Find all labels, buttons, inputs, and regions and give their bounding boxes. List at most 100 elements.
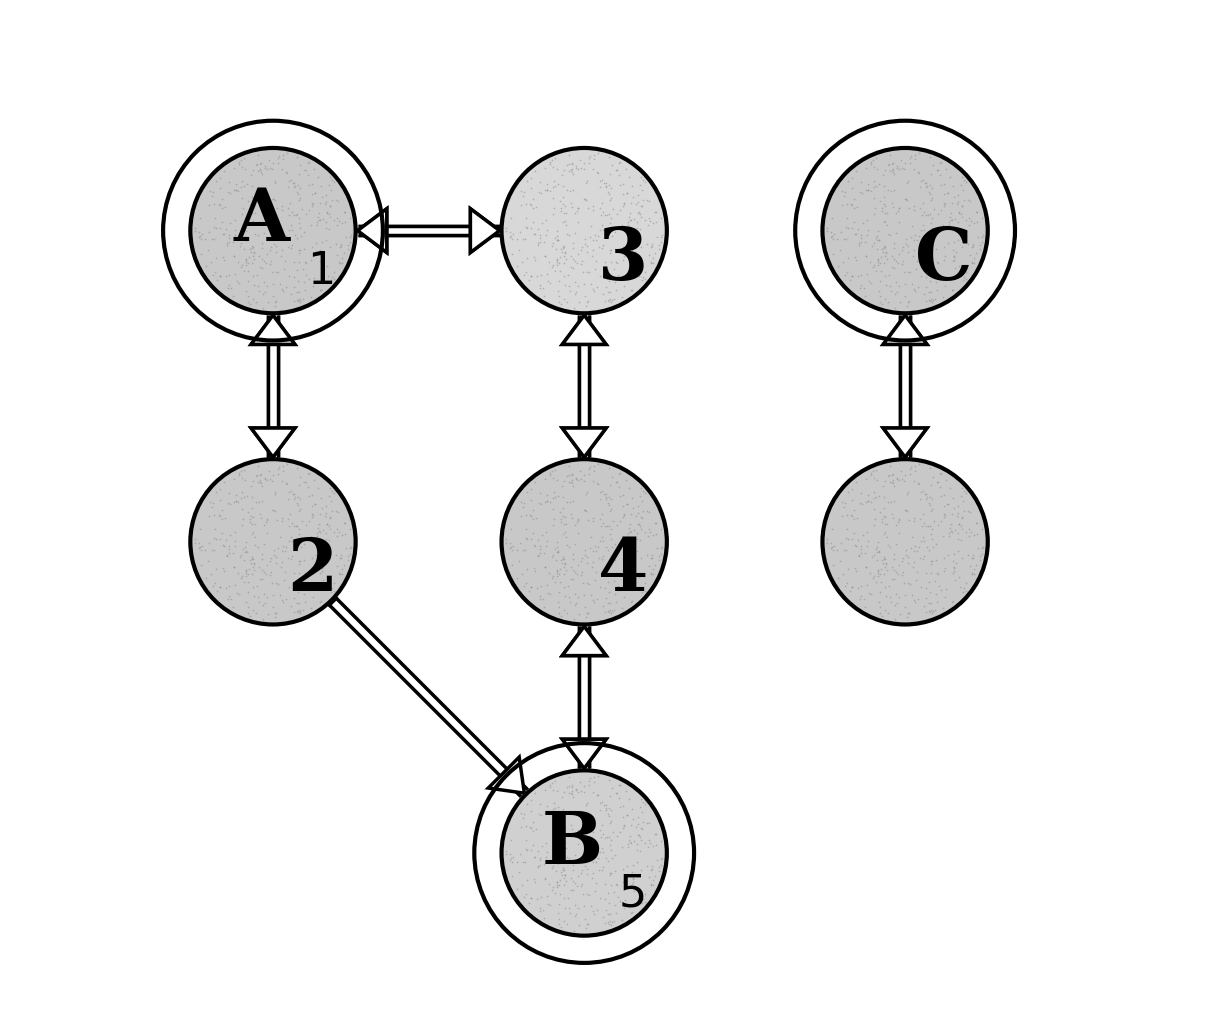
Point [929, 267, 948, 284]
Point [192, 227, 212, 243]
Point [234, 462, 253, 478]
Point [563, 862, 583, 879]
Point [280, 173, 299, 189]
Point [875, 472, 894, 489]
Point [950, 487, 970, 504]
Point [200, 197, 219, 213]
Point [267, 550, 286, 566]
Point [577, 860, 596, 877]
Point [599, 518, 618, 534]
Point [276, 164, 296, 180]
Point [914, 203, 933, 219]
Point [880, 155, 899, 172]
Point [643, 255, 662, 271]
Point [332, 561, 352, 578]
Point [512, 565, 532, 582]
Point [273, 472, 292, 489]
Point [285, 174, 304, 190]
Point [221, 279, 241, 296]
Point [936, 248, 955, 265]
Point [561, 559, 581, 575]
Point [845, 191, 864, 208]
Point [330, 524, 349, 540]
Point [897, 503, 916, 520]
Polygon shape [562, 428, 606, 457]
Point [950, 220, 970, 237]
Point [236, 562, 256, 579]
Point [596, 538, 616, 555]
Point [241, 167, 260, 183]
Point [601, 189, 621, 206]
Point [562, 509, 582, 526]
Point [521, 531, 540, 548]
Point [312, 252, 331, 268]
Point [865, 541, 885, 558]
Point [959, 216, 978, 233]
Point [307, 216, 326, 233]
Point [598, 292, 617, 308]
Point [919, 183, 938, 200]
Point [927, 593, 947, 610]
Point [862, 586, 881, 602]
Point [555, 820, 574, 836]
Point [546, 232, 566, 248]
Point [886, 225, 905, 241]
Point [584, 457, 604, 474]
Polygon shape [562, 739, 606, 768]
Point [935, 498, 954, 514]
Point [869, 565, 888, 582]
Point [582, 559, 601, 575]
Point [824, 542, 843, 559]
Point [905, 283, 925, 299]
Point [525, 560, 544, 576]
Point [626, 866, 645, 883]
Text: 2: 2 [287, 535, 337, 607]
Point [296, 254, 315, 270]
Point [649, 862, 668, 879]
Point [557, 779, 577, 796]
Point [898, 238, 918, 255]
Point [540, 274, 560, 291]
Point [902, 459, 921, 475]
Point [635, 796, 655, 812]
Point [511, 197, 531, 213]
Point [265, 485, 285, 502]
Point [312, 248, 331, 265]
Point [550, 273, 570, 290]
Point [537, 221, 556, 238]
Point [242, 516, 262, 533]
Point [203, 183, 223, 200]
Point [516, 218, 535, 235]
Point [204, 530, 224, 546]
Point [336, 204, 355, 220]
Point [560, 227, 579, 243]
Point [601, 210, 621, 227]
Point [579, 772, 599, 789]
Point [574, 155, 594, 172]
Point [943, 254, 963, 270]
Point [556, 562, 576, 579]
Point [875, 579, 894, 595]
Polygon shape [251, 428, 295, 457]
Point [921, 503, 941, 520]
Point [886, 286, 905, 302]
Point [287, 602, 307, 619]
Point [299, 487, 319, 504]
Point [940, 528, 959, 544]
Point [237, 487, 257, 504]
Point [548, 257, 567, 273]
Point [615, 870, 634, 887]
Point [565, 536, 584, 553]
Point [206, 560, 225, 576]
Point [629, 258, 649, 274]
Point [612, 911, 632, 927]
Point [237, 232, 257, 248]
Point [554, 500, 573, 516]
Point [213, 537, 232, 554]
Point [868, 160, 887, 177]
Point [191, 557, 211, 573]
Point [948, 525, 968, 541]
Point [890, 245, 909, 262]
Point [540, 778, 560, 795]
Point [622, 212, 641, 229]
